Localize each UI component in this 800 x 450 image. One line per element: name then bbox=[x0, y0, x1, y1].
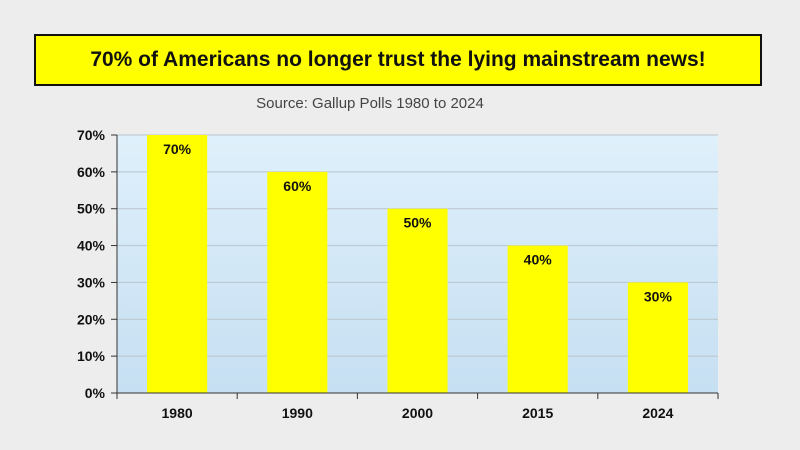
bar-2000 bbox=[387, 208, 448, 393]
y-tick-label: 40% bbox=[77, 238, 106, 254]
x-tick-label: 1990 bbox=[282, 405, 313, 421]
headline-banner: 70% of Americans no longer trust the lyi… bbox=[34, 34, 762, 86]
y-tick-label: 30% bbox=[77, 274, 106, 290]
data-label: 50% bbox=[403, 215, 432, 231]
data-label: 60% bbox=[283, 178, 312, 194]
y-tick-label: 60% bbox=[77, 164, 106, 180]
data-label: 40% bbox=[524, 252, 553, 268]
data-label: 30% bbox=[644, 288, 673, 304]
x-tick-label: 2015 bbox=[522, 405, 553, 421]
y-tick-label: 20% bbox=[77, 311, 106, 327]
y-tick-label: 0% bbox=[85, 385, 106, 401]
x-tick-label: 1980 bbox=[162, 405, 193, 421]
bar-1990 bbox=[267, 171, 328, 393]
y-tick-label: 50% bbox=[77, 201, 106, 217]
x-tick-label: 2024 bbox=[642, 405, 673, 421]
bar-1980 bbox=[147, 135, 208, 393]
y-tick-label: 70% bbox=[77, 127, 106, 143]
bar-2015 bbox=[507, 245, 568, 393]
data-label: 70% bbox=[163, 141, 192, 157]
bar-2024 bbox=[627, 282, 688, 393]
x-tick-label: 2000 bbox=[402, 405, 433, 421]
chart-subtitle: Source: Gallup Polls 1980 to 2024 bbox=[256, 95, 484, 112]
y-tick-label: 10% bbox=[77, 348, 106, 364]
